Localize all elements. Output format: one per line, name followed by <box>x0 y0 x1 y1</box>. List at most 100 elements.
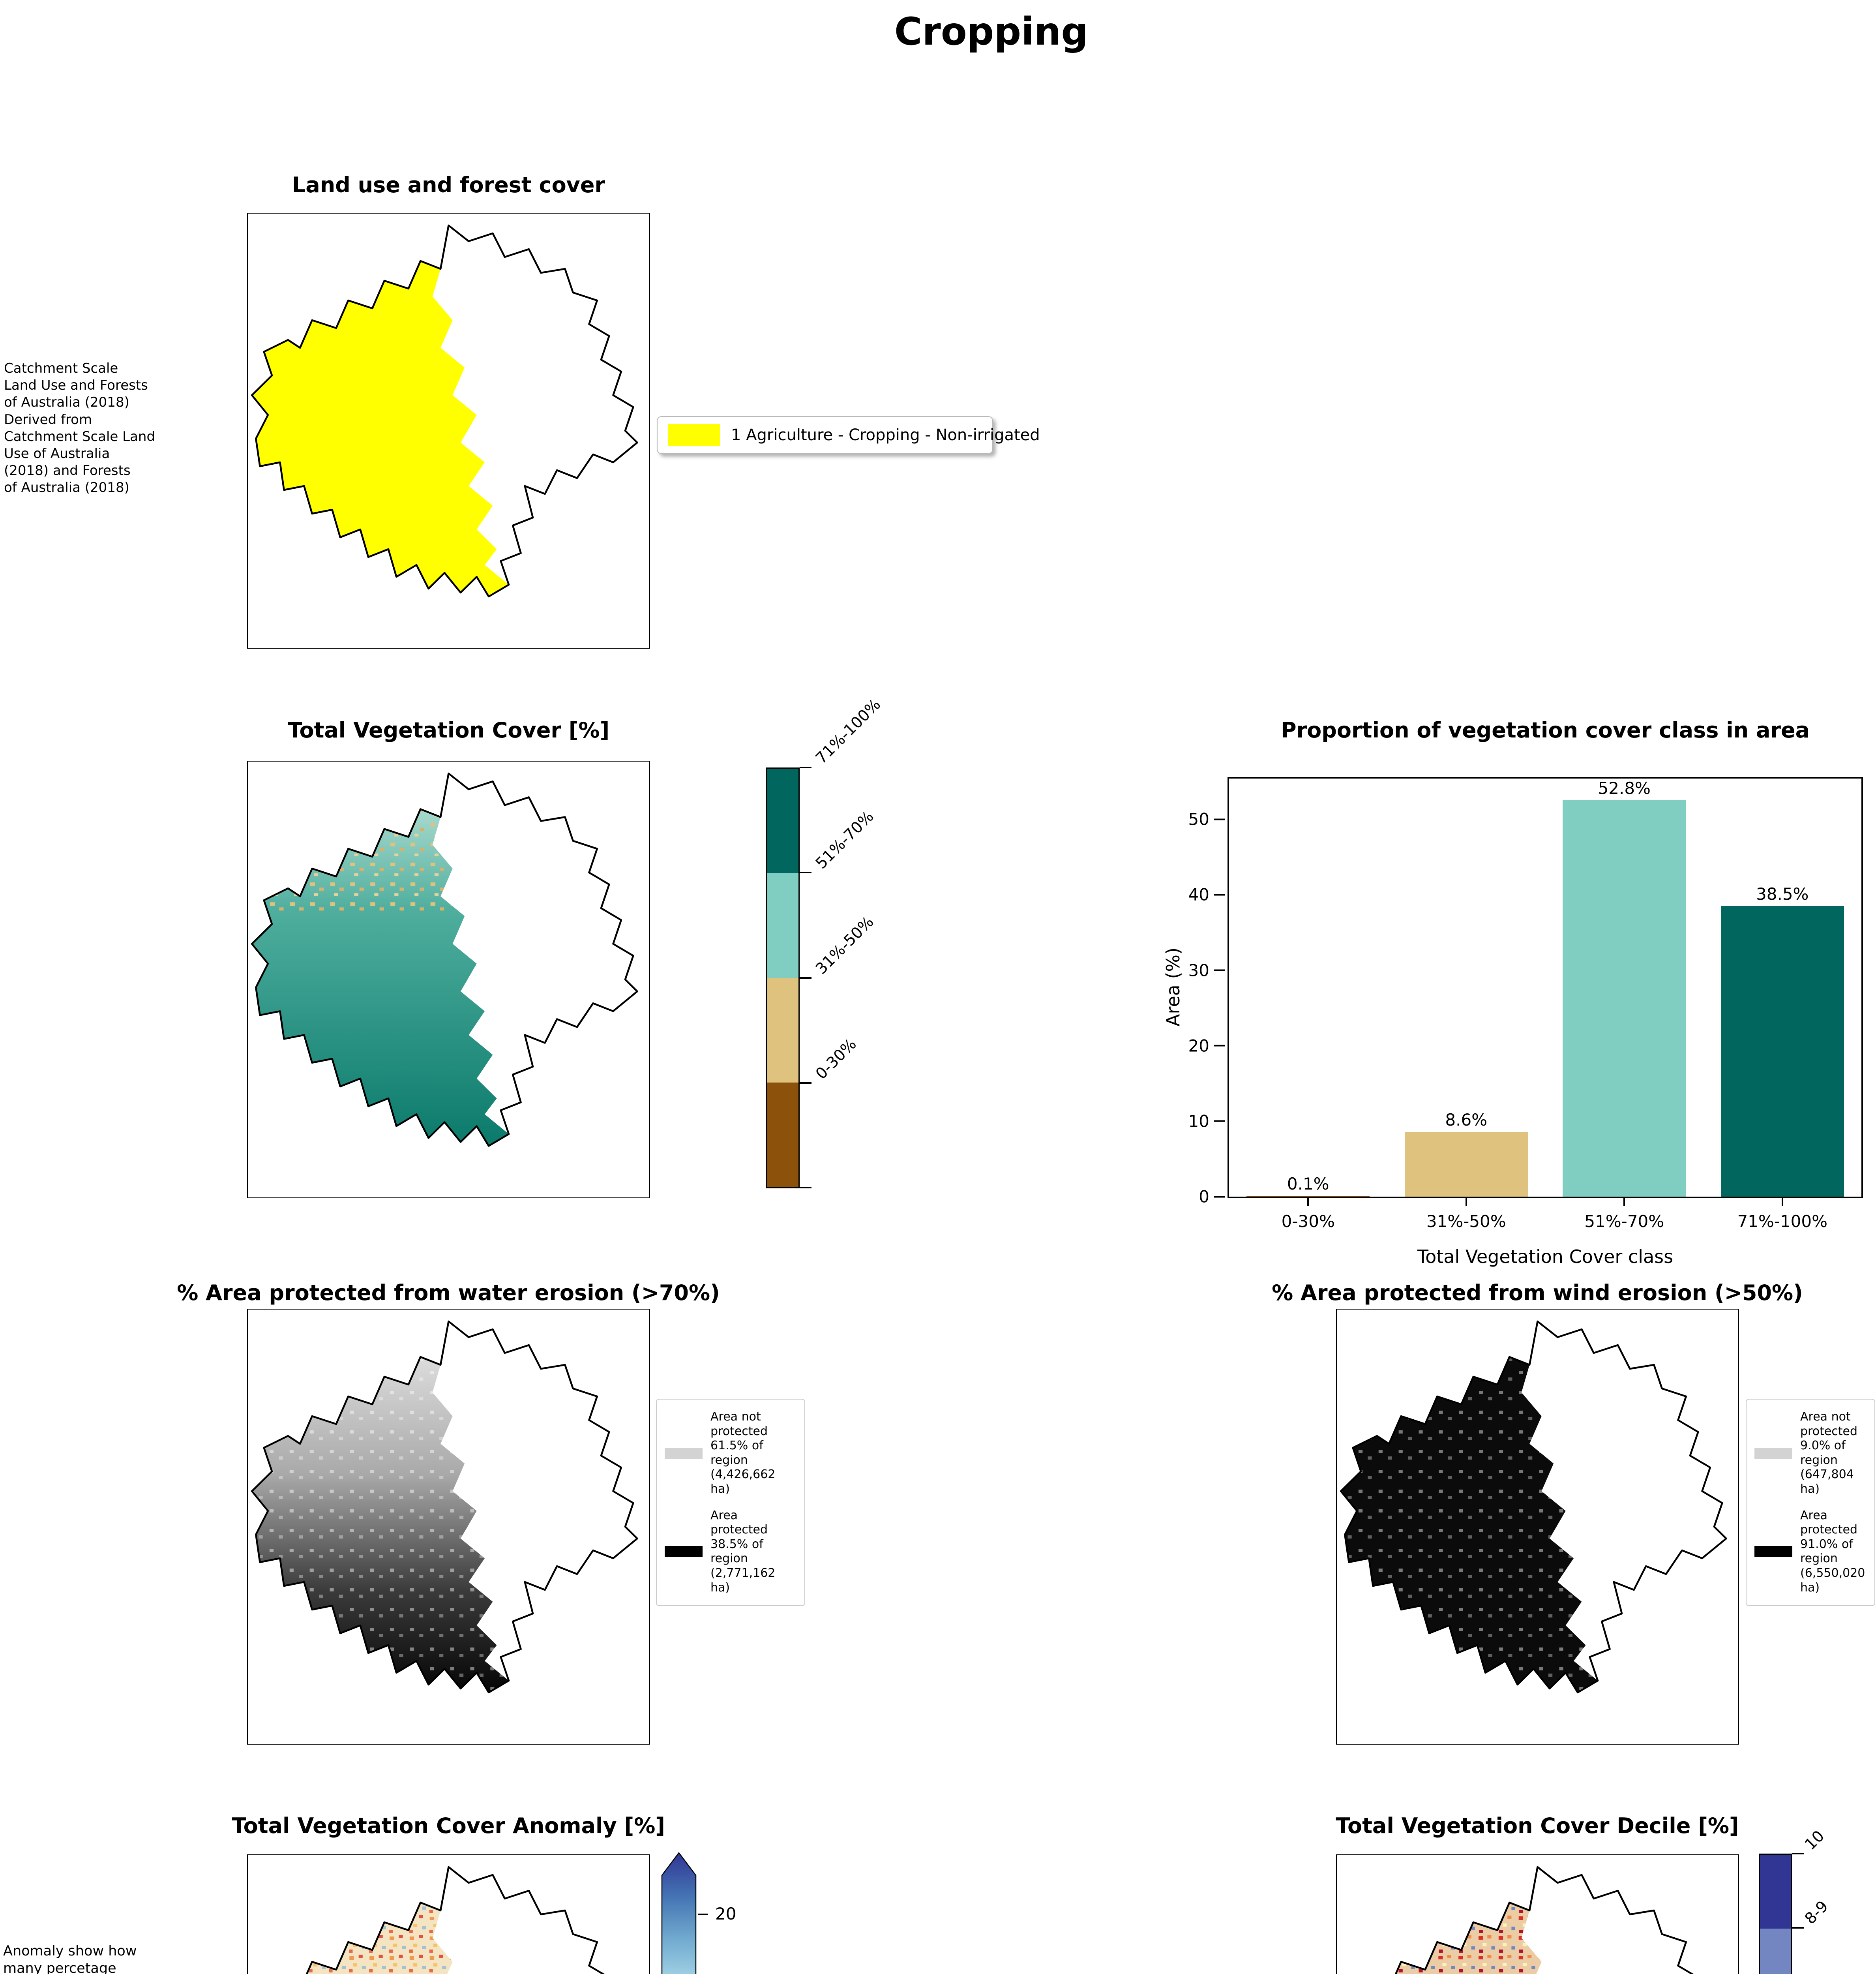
chart-ytick: 50 <box>1188 810 1225 829</box>
chart-ytick-label: 20 <box>1188 1036 1209 1056</box>
wind-erosion-title: % Area protected from wind erosion (>50%… <box>1272 1280 1803 1305</box>
wind-erosion-map <box>1336 1309 1739 1745</box>
chart-bar-slot: 8.6% <box>1387 779 1546 1197</box>
chart-xtick-label: 0-30% <box>1229 1197 1387 1231</box>
chart-ylabel: Area (%) <box>1162 947 1184 1026</box>
chart-ytick-mark <box>1214 969 1225 971</box>
chart-ytick-label: 0 <box>1199 1187 1209 1207</box>
bar-51-70 <box>1563 800 1686 1197</box>
not-protected-label: Area not protected 9.0% of region (647,8… <box>1800 1410 1858 1496</box>
chart-bar-slot: 38.5% <box>1704 779 1862 1197</box>
tvc-cbar-tick <box>800 872 811 873</box>
chart-ytick-label: 50 <box>1188 809 1209 829</box>
anomaly-map-svg <box>248 1855 649 1974</box>
anomaly-map <box>247 1854 650 1974</box>
wind-speckle-overlay <box>1341 1357 1598 1693</box>
tvc-cbar-label-51-70: 51%-70% <box>812 807 877 873</box>
tvc-cbar-label-71-100: 71%-100% <box>812 696 885 767</box>
tvc-cbar-tick <box>800 977 811 979</box>
legend-entry-not-protected: Area not protected 61.5% of region (4,42… <box>665 1410 797 1497</box>
protected-label: Area protected 38.5% of region (2,771,16… <box>710 1508 776 1595</box>
bar-value-label: 38.5% <box>1756 884 1809 904</box>
chart-ytick-mark <box>1214 1045 1225 1047</box>
anomaly-tick-label: 20 <box>715 1904 737 1923</box>
chart-ytick: 40 <box>1188 885 1225 904</box>
chart-ytick-mark <box>1214 1120 1225 1122</box>
chart-ytick-mark <box>1214 1196 1225 1197</box>
chart-ytick: 10 <box>1188 1111 1225 1131</box>
anomaly-tick <box>698 1914 708 1915</box>
not-protected-label: Area not protected 61.5% of region (4,42… <box>710 1410 776 1496</box>
chart-xlabel: Total Vegetation Cover class <box>1417 1246 1674 1267</box>
bar-value-label: 8.6% <box>1445 1110 1488 1130</box>
decile-seg-10 <box>1760 1855 1791 1929</box>
decile-speckle-overlay <box>1341 1903 1598 1974</box>
protected-swatch <box>665 1546 703 1557</box>
decile-map <box>1336 1854 1739 1974</box>
chart-ytick: 20 <box>1188 1036 1225 1055</box>
tvc-map-svg <box>248 762 649 1197</box>
tvc-cbar-tick <box>800 1187 811 1188</box>
anomaly-title: Total Vegetation Cover Anomaly [%] <box>232 1813 665 1838</box>
water-erosion-map-svg <box>248 1310 649 1744</box>
protected-swatch <box>1754 1546 1792 1557</box>
chart-xtick-label: 71%-100% <box>1704 1197 1862 1231</box>
legend-entry-not-protected: Area not protected 9.0% of region (647,8… <box>1754 1410 1867 1497</box>
chart-ytick-label: 10 <box>1188 1111 1209 1131</box>
not-protected-swatch <box>1754 1447 1792 1459</box>
decile-seg-8-9 <box>1760 1928 1791 1974</box>
water-erosion-map <box>247 1309 650 1745</box>
chart-axes: 0 10 20 30 40 50 0.1% 8.6% 52.8% 38.5% 0… <box>1188 777 1863 1267</box>
bar-value-label: 0.1% <box>1287 1174 1329 1194</box>
chart-xtick-label: 31%-50% <box>1387 1197 1546 1231</box>
decile-label-8-9: 8-9 <box>1801 1897 1832 1928</box>
water-erosion-title: % Area protected from water erosion (>70… <box>177 1280 720 1305</box>
decile-tick <box>1792 1853 1804 1854</box>
land-use-legend-swatch <box>668 424 720 446</box>
chart-title: Proportion of vegetation cover class in … <box>1280 718 1810 743</box>
tvc-speckle-overlay <box>252 809 509 912</box>
land-use-legend-label: 1 Agriculture - Cropping - Non-irrigated <box>731 426 1040 444</box>
chart-bar-slot: 0.1% <box>1229 779 1387 1197</box>
chart-ytick-label: 40 <box>1188 885 1209 904</box>
anomaly-speckle-overlay <box>252 1903 509 1974</box>
tvc-colorbar-seg-71-100 <box>767 769 798 873</box>
tvc-map <box>247 761 650 1198</box>
water-erosion-legend: Area not protected 61.5% of region (4,42… <box>656 1399 805 1606</box>
tvc-cbar-label-0-30: 0-30% <box>812 1035 860 1083</box>
chart-ytick: 0 <box>1199 1187 1225 1207</box>
decile-colorbar <box>1759 1854 1792 1974</box>
land-use-map <box>247 213 650 649</box>
decile-map-svg <box>1337 1855 1738 1974</box>
chart-ytick: 30 <box>1188 961 1225 980</box>
chart-xtick-label: 51%-70% <box>1545 1197 1704 1231</box>
decile-tick <box>1792 1927 1804 1929</box>
bar-31-50 <box>1404 1131 1528 1197</box>
land-use-map-svg <box>248 214 649 648</box>
tvc-colorbar-seg-0-30 <box>767 1083 798 1187</box>
tvc-colorbar-seg-51-70 <box>767 873 798 978</box>
bar-value-label: 52.8% <box>1598 779 1651 798</box>
land-use-title: Land use and forest cover <box>292 173 605 197</box>
protected-label: Area protected 91.0% of region (6,550,02… <box>1800 1508 1865 1595</box>
chart-ytick-label: 30 <box>1188 961 1209 980</box>
chart-bars: 0.1% 8.6% 52.8% 38.5% <box>1229 779 1861 1197</box>
tvc-colorbar-seg-31-50 <box>767 978 798 1083</box>
chart-ytick-mark <box>1214 894 1225 896</box>
chart-bar-slot: 52.8% <box>1545 779 1704 1197</box>
anomaly-colorbar <box>661 1852 697 1974</box>
not-protected-swatch <box>665 1447 703 1459</box>
page-title: Cropping <box>894 9 1089 54</box>
tvc-title: Total Vegetation Cover [%] <box>287 718 610 743</box>
land-use-legend: 1 Agriculture - Cropping - Non-irrigated <box>657 416 1040 454</box>
wind-erosion-map-svg <box>1337 1310 1738 1744</box>
water-speckle-overlay <box>252 1357 509 1693</box>
bar-71-100 <box>1720 906 1844 1197</box>
tvc-cbar-label-31-50: 31%-50% <box>812 913 877 978</box>
legend-entry-protected: Area protected 91.0% of region (6,550,02… <box>1754 1509 1867 1595</box>
cropping-extent-region <box>252 261 509 597</box>
anomaly-note: Anomaly show how many percetage points e… <box>3 1943 137 1974</box>
wind-erosion-legend: Area not protected 9.0% of region (647,8… <box>1746 1399 1875 1606</box>
tvc-colorbar <box>766 767 800 1188</box>
